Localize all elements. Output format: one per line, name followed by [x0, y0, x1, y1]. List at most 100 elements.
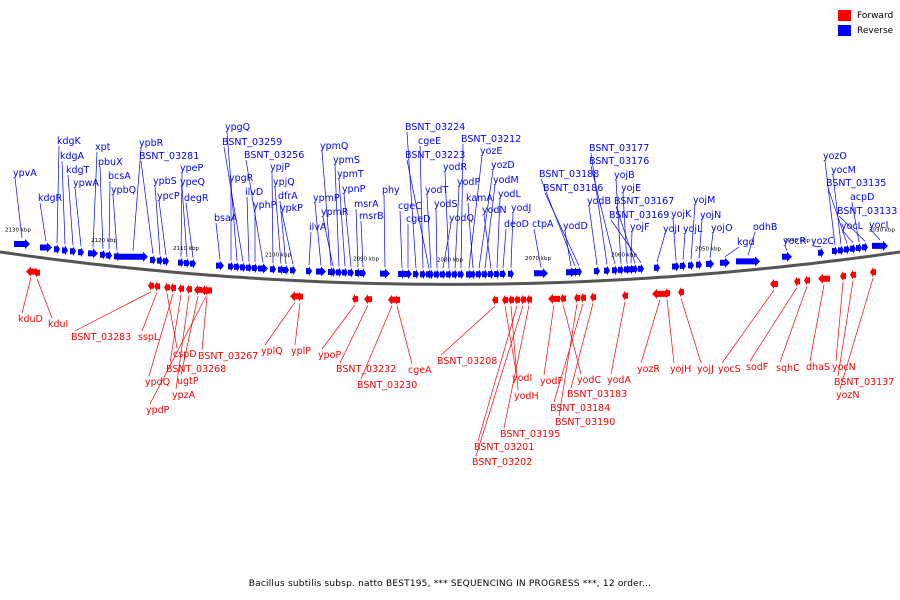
gene-label-yodq[interactable]: yodQ [449, 213, 474, 224]
gene-label-yojf[interactable]: yojF [630, 222, 650, 233]
gene-label-ypcp[interactable]: ypcP [157, 191, 180, 202]
gene-label-yozo[interactable]: yozO [823, 151, 847, 162]
gene-label-cspd[interactable]: cspD [173, 349, 197, 360]
gene-arrow-yozn[interactable] [870, 267, 876, 278]
gene-arrow-kdud[interactable] [26, 266, 36, 277]
gene-label-pbux[interactable]: pbuX [98, 157, 123, 168]
gene-label-yodi[interactable]: yodI [512, 373, 532, 384]
gene-label-kdgk[interactable]: kdgK [57, 136, 82, 147]
gene-arrow-ypbr[interactable] [118, 251, 148, 262]
gene-label-yozd[interactable]: yozD [491, 160, 515, 171]
gene-arrow-yojb[interactable] [618, 264, 624, 275]
gene-label-bsnt-03281[interactable]: BSNT_03281 [139, 151, 199, 162]
gene-arrow-yojm[interactable] [688, 260, 694, 271]
gene-arrow-kama[interactable] [470, 269, 476, 280]
gene-arrow-pbux[interactable] [100, 249, 106, 260]
gene-arrow-yods[interactable] [434, 269, 440, 280]
gene-label-ypdq[interactable]: ypdQ [145, 377, 170, 388]
gene-label-bsnt-03183[interactable]: BSNT_03183 [567, 389, 627, 400]
gene-arrow-ypeq[interactable] [184, 258, 190, 269]
gene-arrow-yocm[interactable] [838, 245, 844, 256]
gene-label-ctpa[interactable]: ctpA [532, 219, 554, 230]
gene-label-yojk[interactable]: yojK [671, 209, 692, 220]
gene-arrow-ypms[interactable] [336, 267, 342, 278]
gene-label-bsnt-03176[interactable]: BSNT_03176 [589, 156, 649, 167]
gene-arrow-ypmr[interactable] [330, 267, 336, 278]
gene-label-bcsa[interactable]: bcsA [108, 171, 131, 182]
gene-arrow-kdui[interactable] [34, 267, 40, 278]
gene-arrow-yojl[interactable] [680, 260, 686, 271]
gene-label-bsnt-03184[interactable]: BSNT_03184 [550, 403, 610, 414]
gene-arrow-yocl[interactable] [850, 243, 856, 254]
gene-arrow-ypgq[interactable] [234, 261, 240, 272]
gene-arrow-bsnt-03190[interactable] [574, 292, 580, 303]
gene-arrow-yodh[interactable] [508, 294, 514, 305]
gene-arrow-ilva[interactable] [306, 266, 312, 277]
gene-arrow-yocr[interactable] [782, 251, 792, 262]
gene-arrow-ugtp[interactable] [194, 284, 202, 295]
gene-label-bsnt-03224[interactable]: BSNT_03224 [405, 122, 465, 133]
gene-arrow-sodf[interactable] [794, 276, 800, 287]
gene-arrow-bsnt-03208[interactable] [492, 295, 498, 306]
gene-arrow-bcsa[interactable] [106, 250, 112, 261]
gene-arrow-ypza[interactable] [186, 284, 192, 295]
gene-label-bsnt-03256[interactable]: BSNT_03256 [244, 150, 304, 161]
gene-arrow-ypkp[interactable] [290, 265, 296, 276]
gene-label-yodt[interactable]: yodT [425, 185, 448, 196]
gene-arrow-yojn[interactable] [696, 259, 702, 270]
gene-label-yojn[interactable]: yojN [700, 210, 721, 221]
gene-label-msrb[interactable]: msrB [359, 211, 384, 222]
gene-arrow-yodm[interactable] [482, 269, 488, 280]
gene-arrow-bsnt-03268[interactable] [178, 283, 184, 294]
gene-label-cgec[interactable]: cgeC [398, 201, 422, 212]
gene-arrow-ypmt[interactable] [342, 267, 348, 278]
gene-label-ypza[interactable]: ypzA [172, 390, 196, 401]
gene-label-bsnt-03230[interactable]: BSNT_03230 [357, 380, 417, 391]
gene-arrow-yojo[interactable] [706, 258, 714, 269]
gene-label-yozn[interactable]: yozN [836, 390, 860, 401]
gene-arrow-cged[interactable] [404, 269, 412, 280]
gene-label-odhb[interactable]: odhB [753, 222, 777, 233]
gene-label-ypbs[interactable]: ypbS [153, 176, 177, 187]
gene-arrow-msra[interactable] [355, 267, 361, 278]
gene-label-sspl[interactable]: sspL [138, 332, 160, 343]
gene-arrow-degr[interactable] [190, 258, 196, 269]
gene-arrow-yozo[interactable] [832, 246, 838, 257]
gene-arrow-yojh[interactable] [664, 288, 670, 299]
gene-arrow-yodt[interactable] [428, 269, 434, 280]
gene-arrow-bsnt-03169[interactable] [638, 263, 644, 274]
gene-label-ypbr[interactable]: ypbR [139, 138, 164, 149]
gene-label-bsnt-03188[interactable]: BSNT_03188 [539, 169, 599, 180]
gene-label-bsnt-03190[interactable]: BSNT_03190 [555, 417, 615, 428]
gene-label-bsnt-03208[interactable]: BSNT_03208 [437, 356, 497, 367]
gene-arrow-bsnt-03133[interactable] [862, 242, 868, 253]
gene-arrow-yoda[interactable] [622, 290, 628, 301]
gene-arrow-yocn[interactable] [840, 271, 846, 282]
gene-label-yojl[interactable]: yojL [683, 224, 703, 235]
gene-arrow-xpt[interactable] [88, 248, 98, 259]
gene-label-yozr[interactable]: yozR [637, 364, 660, 375]
gene-arrow-yphp[interactable] [252, 263, 258, 274]
gene-arrow-yodr[interactable] [446, 269, 452, 280]
gene-arrow-yoji[interactable] [654, 262, 660, 273]
gene-arrow-ypjq[interactable] [278, 264, 284, 275]
gene-label-ypjp[interactable]: ypjP [270, 162, 290, 173]
gene-label-bsnt-03195[interactable]: BSNT_03195 [500, 429, 560, 440]
gene-label-ypkp[interactable]: ypkP [280, 203, 303, 214]
gene-arrow-deod[interactable] [500, 269, 506, 279]
gene-arrow-bsnt-03177[interactable] [604, 265, 610, 276]
gene-label-bsnt-03169[interactable]: BSNT_03169 [609, 210, 669, 221]
gene-arrow-kdgr[interactable] [40, 242, 52, 253]
gene-label-yodm[interactable]: yodM [493, 175, 519, 186]
gene-arrow-cgea[interactable] [394, 294, 400, 305]
gene-label-bsnt-03177[interactable]: BSNT_03177 [589, 143, 649, 154]
gene-label-yojb[interactable]: yojB [614, 170, 635, 181]
gene-label-bsnt-03223[interactable]: BSNT_03223 [405, 150, 465, 161]
gene-arrow-bsnt-03184[interactable] [580, 292, 586, 303]
gene-label-cgea[interactable]: cgeA [408, 365, 432, 376]
gene-arrow-bsnt-03202[interactable] [520, 294, 526, 305]
gene-label-yodj[interactable]: yodJ [511, 203, 531, 214]
gene-arrow-bsnt-03195[interactable] [526, 294, 532, 305]
gene-label-yojj[interactable]: yojJ [697, 364, 714, 375]
gene-arrow-ypva[interactable] [14, 238, 30, 249]
